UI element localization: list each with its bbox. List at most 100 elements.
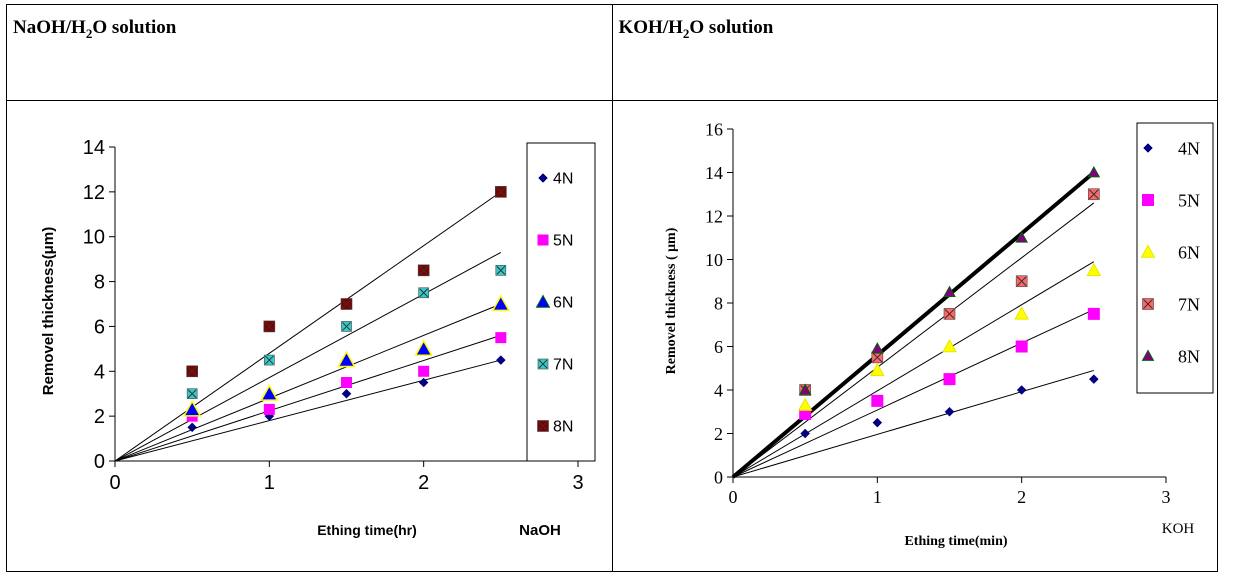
data-point-cross — [496, 266, 506, 275]
y-tick-label: 14 — [83, 137, 105, 159]
data-point — [943, 308, 955, 320]
series-8N — [798, 165, 1100, 395]
data-point — [942, 285, 956, 298]
legend-label: 8N — [1178, 346, 1200, 366]
solution-label: NaOH — [519, 522, 561, 539]
data-point — [264, 354, 275, 366]
x-axis-title: Ething time(hr) — [317, 522, 417, 538]
trendline-7N — [732, 202, 1094, 478]
y-tick-label: 10 — [83, 227, 105, 249]
y-axis-title: Removel thickness ( μm) — [664, 227, 679, 374]
data-point — [870, 394, 883, 407]
legend-label: 8N — [553, 419, 573, 436]
data-point — [417, 264, 430, 277]
trendline-4N — [114, 359, 501, 462]
legend-marker-cross — [538, 421, 548, 431]
y-tick-label: 0 — [94, 451, 105, 473]
x-axis-title: Ething time(min) — [904, 534, 1007, 549]
y-tick-label: 2 — [714, 424, 723, 444]
legend-label: 7N — [1178, 294, 1200, 314]
data-point-cross — [264, 321, 275, 332]
data-point — [870, 342, 884, 354]
y-tick-label: 6 — [714, 337, 723, 357]
data-point — [1086, 165, 1100, 178]
trendline-4N — [732, 369, 1094, 478]
legend-marker — [537, 234, 549, 246]
legend-marker — [1141, 298, 1154, 310]
data-point — [797, 397, 813, 411]
legend-marker — [1140, 244, 1155, 258]
data-point — [491, 294, 511, 312]
data-point — [799, 428, 810, 439]
series-5N — [186, 332, 507, 422]
data-point — [186, 365, 198, 378]
legend-marker — [1142, 143, 1153, 153]
data-point — [337, 350, 356, 368]
x-tick-label: 3 — [1161, 487, 1170, 507]
data-point — [418, 287, 429, 299]
data-point-cross — [187, 366, 198, 377]
series-7N — [186, 265, 507, 400]
data-point — [186, 388, 198, 400]
legend-marker — [535, 294, 551, 308]
data-point-cross — [944, 309, 954, 319]
data-point — [341, 321, 352, 332]
koh-panel-title: KOH/H2O solution — [618, 17, 774, 41]
legend-label: 5N — [1178, 190, 1200, 210]
trendline-7N — [114, 251, 502, 462]
data-point — [263, 320, 276, 333]
data-point — [341, 388, 352, 399]
legend-marker-cross — [538, 359, 548, 369]
data-point — [341, 377, 352, 388]
trendline-5N — [114, 334, 501, 462]
data-point — [798, 383, 812, 395]
trendline-8N — [114, 191, 502, 462]
data-point — [1087, 307, 1100, 320]
y-tick-label: 12 — [705, 206, 723, 226]
x-tick-label: 0 — [728, 487, 737, 507]
data-point — [1014, 231, 1028, 243]
series-5N — [798, 307, 1100, 420]
data-point-cross — [341, 299, 352, 309]
data-point — [1015, 275, 1027, 288]
data-point — [869, 362, 885, 377]
legend-marker — [538, 173, 548, 183]
legend-label: 5N — [553, 233, 573, 250]
data-point — [943, 373, 955, 386]
legend: 4N 5N 6N 7N 8N — [1136, 122, 1213, 394]
data-point — [187, 422, 198, 433]
data-point-cross — [418, 265, 429, 276]
data-point — [340, 298, 353, 310]
legend-label: 4N — [553, 171, 573, 188]
solution-label: KOH — [1161, 521, 1194, 537]
legend-box — [1136, 122, 1213, 394]
data-point — [1015, 340, 1028, 353]
data-point — [871, 417, 882, 428]
x-tick-label: 1 — [872, 487, 881, 507]
data-point — [1085, 262, 1101, 277]
series-6N — [182, 294, 511, 417]
legend-marker-cross — [1142, 299, 1153, 309]
y-tick-label: 8 — [714, 293, 723, 313]
legend-box — [526, 142, 596, 462]
plot-cell-koh: 0 2 4 6 8 10 12 14 16 0 1 2 3 4N 5N 6N 7N 8N Ething time(m… — [611, 100, 1218, 572]
y-tick-label: 4 — [94, 361, 105, 383]
data-point — [414, 339, 433, 357]
data-point — [495, 332, 507, 344]
trendline-6N — [114, 303, 502, 462]
y-tick-label: 6 — [94, 316, 105, 338]
data-point — [1013, 306, 1029, 320]
data-point-cross — [1016, 276, 1027, 287]
y-tick-label: 10 — [705, 250, 723, 270]
x-tick-label: 3 — [572, 472, 583, 494]
data-point-cross — [187, 389, 197, 399]
data-point-cross — [419, 288, 429, 298]
data-point — [263, 403, 275, 415]
x-tick-label: 1 — [264, 472, 275, 494]
data-point-cross — [342, 322, 351, 331]
data-point — [495, 265, 507, 276]
y-tick-label: 12 — [83, 182, 105, 204]
data-point — [1016, 385, 1027, 395]
data-point — [495, 355, 506, 365]
data-point — [1088, 374, 1099, 384]
